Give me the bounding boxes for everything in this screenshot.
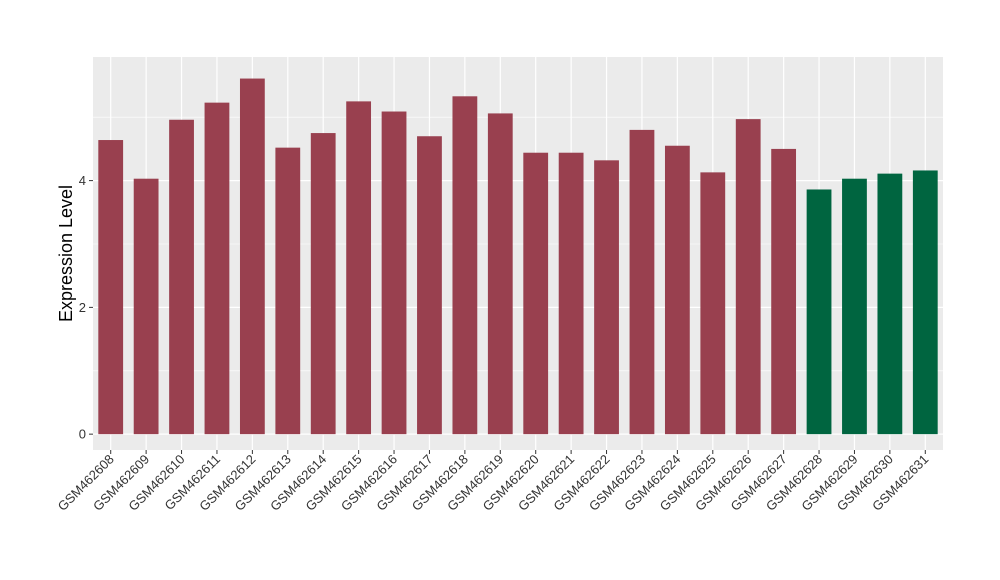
bar bbox=[239, 78, 265, 435]
bar bbox=[169, 119, 194, 435]
bar bbox=[700, 172, 726, 435]
plot-panel bbox=[93, 57, 943, 450]
bar bbox=[594, 160, 619, 435]
bar bbox=[381, 111, 407, 435]
bar bbox=[452, 96, 478, 435]
bar bbox=[735, 119, 761, 435]
bar bbox=[204, 102, 230, 435]
bar bbox=[771, 148, 797, 435]
bars-group bbox=[98, 78, 938, 435]
bar bbox=[275, 147, 301, 435]
bar bbox=[417, 136, 442, 435]
bar bbox=[523, 152, 549, 435]
x-axis: GSM462608GSM462609GSM462610GSM462611GSM4… bbox=[55, 450, 931, 514]
bar bbox=[346, 101, 372, 435]
bar bbox=[877, 173, 903, 435]
y-tick-label: 2 bbox=[79, 300, 86, 315]
bar bbox=[98, 140, 124, 435]
bar bbox=[842, 178, 867, 435]
minor-gridlines bbox=[93, 116, 943, 372]
y-tick-label: 0 bbox=[79, 427, 86, 442]
bar bbox=[664, 145, 690, 435]
bar bbox=[133, 178, 159, 435]
y-tick-label: 4 bbox=[79, 173, 86, 188]
bar bbox=[558, 152, 584, 435]
y-axis-title: Expression Level bbox=[56, 185, 76, 322]
bar bbox=[806, 189, 832, 435]
bar bbox=[629, 129, 655, 435]
y-axis: 0 2 4 bbox=[79, 173, 93, 442]
bar bbox=[487, 113, 513, 435]
bar bbox=[310, 133, 336, 435]
bar bbox=[912, 170, 938, 435]
